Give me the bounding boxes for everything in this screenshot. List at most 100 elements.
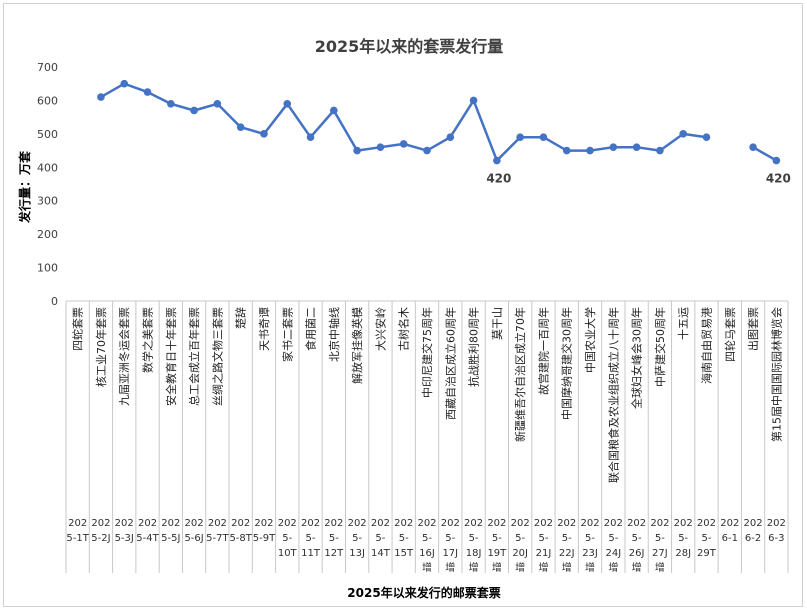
category-code-label: 5- [375, 533, 385, 544]
category-name-label: 抗战胜利80周年 [467, 307, 481, 387]
chart-title: 2025年以来的套票发行量 [315, 37, 504, 56]
category-name-label: 故宫建院一百周年 [536, 307, 550, 395]
data-point [772, 156, 781, 165]
category-code-label: 5- [306, 533, 316, 544]
category-name-label: 中印尼建交75周年 [420, 307, 434, 398]
data-point [260, 130, 268, 138]
category-code-label: 5- [352, 533, 362, 544]
data-point [97, 93, 105, 101]
category-code-label: 202 [580, 518, 599, 529]
category-code-label: 6-3 [768, 533, 784, 544]
category-code-label: 增 [445, 561, 455, 574]
category-code-label: 增 [492, 561, 502, 574]
category-code-label: 202 [767, 518, 786, 529]
category-code-label: 17J [442, 548, 458, 559]
data-point [493, 156, 501, 165]
category-code-label: 21J [536, 548, 552, 559]
data-labels: 420 420 [486, 172, 791, 186]
data-point [749, 143, 757, 152]
category-code-label: 5-4T [136, 533, 159, 544]
y-tick-label: 100 [37, 262, 58, 275]
data-label: 420 [486, 172, 511, 186]
data-point [190, 106, 198, 115]
data-point [516, 133, 524, 141]
category-name-label: 西藏自治区成立60周年 [443, 307, 457, 420]
category-code-label: 202 [208, 518, 227, 529]
category-name-label: 大兴安岭 [373, 307, 387, 351]
category-name-label: 家书二套票 [280, 307, 294, 362]
data-point [702, 133, 711, 141]
data-point [143, 88, 152, 96]
data-point [539, 133, 548, 141]
category-code-label: 增 [469, 561, 479, 574]
category-code-label: 202 [254, 518, 273, 529]
category-code-label: 202 [138, 518, 157, 529]
category-code-label: 5-8T [229, 533, 252, 544]
data-point [213, 99, 222, 108]
y-axis-title: 发行量：万套 [17, 150, 32, 224]
category-name-label: 联合国粮食及农业组织成立八十周年 [606, 307, 620, 483]
category-name-label: 安全教育日十年套票 [164, 307, 178, 406]
data-point [656, 146, 664, 155]
category-code-label: 202 [464, 518, 483, 529]
category-code-label: 增 [632, 561, 642, 574]
category-code-label: 5- [282, 533, 292, 544]
category-name-label: 北京中轴线 [327, 307, 341, 362]
category-code-label: 5- [469, 533, 479, 544]
data-point [306, 133, 315, 141]
category-code-label: 5- [632, 533, 642, 544]
category-code-label: 22J [559, 548, 575, 559]
x-axis-title: 2025年以来发行的邮票套票 [347, 585, 500, 600]
category-code-label: 202 [348, 518, 367, 529]
category-code-label: 20J [512, 548, 528, 559]
category-name-label: 古树名木 [397, 307, 411, 351]
category-code-label: 5- [701, 533, 711, 544]
category-name-label: 十五运 [676, 307, 690, 340]
category-code-label: 27J [652, 548, 668, 559]
category-code-label: 5-7T [206, 533, 229, 544]
category-name-label: 四轮马套票 [723, 307, 737, 362]
category-name-label: 食用菌二 [304, 307, 318, 351]
category-name-label: 核工业70年套票 [94, 307, 108, 387]
category-code-label: 5-3J [115, 533, 134, 544]
data-point [446, 133, 455, 141]
series-points [97, 79, 781, 165]
category-code-label: 202 [720, 518, 739, 529]
category-code-label: 19T [487, 548, 507, 559]
category-code-label: 增 [562, 561, 572, 574]
category-code-label: 5- [608, 533, 618, 544]
category-code-label: 202 [534, 518, 553, 529]
category-code-label: 增 [422, 561, 432, 574]
category-code-label: 202 [441, 518, 460, 529]
category-code-label: 202 [744, 518, 763, 529]
series-line [100, 82, 778, 162]
category-code-label: 202 [511, 518, 530, 529]
category-code-label: 12T [324, 548, 344, 559]
category-name-label: 第15届中国国际园林博览会 [769, 307, 783, 442]
data-point [167, 99, 175, 108]
category-name-label: 总工会成立百年套票 [187, 307, 201, 406]
y-tick-label: 200 [37, 228, 58, 241]
category-code-label: 5-5J [161, 533, 180, 544]
category-code-label: 202 [68, 518, 87, 529]
category-name-label: 中国摩纳哥建交30周年 [560, 307, 574, 420]
category-code-label: 23J [582, 548, 598, 559]
y-tick-label: 500 [37, 128, 58, 141]
category-code-label: 增 [538, 561, 548, 574]
category-code-label: 28J [675, 548, 691, 559]
category-name-label: 天书奇谭 [258, 307, 271, 351]
category-grid [65, 300, 789, 573]
category-name-label: 楚辞 [234, 307, 248, 329]
category-code-label: 202 [324, 518, 343, 529]
category-name-label: 解放军挂像英模 [350, 307, 364, 384]
category-name-label: 丝绸之路文物三套票 [210, 307, 224, 406]
category-code-label: 5-1T [66, 533, 89, 544]
data-point [353, 146, 361, 155]
category-code-label: 202 [185, 518, 204, 529]
y-tick-label: 300 [37, 195, 58, 208]
category-code-label: 202 [674, 518, 693, 529]
data-point [236, 123, 245, 131]
data-point [469, 96, 478, 105]
category-code-label: 6-1 [722, 533, 738, 544]
category-code-label: 增 [515, 561, 525, 574]
